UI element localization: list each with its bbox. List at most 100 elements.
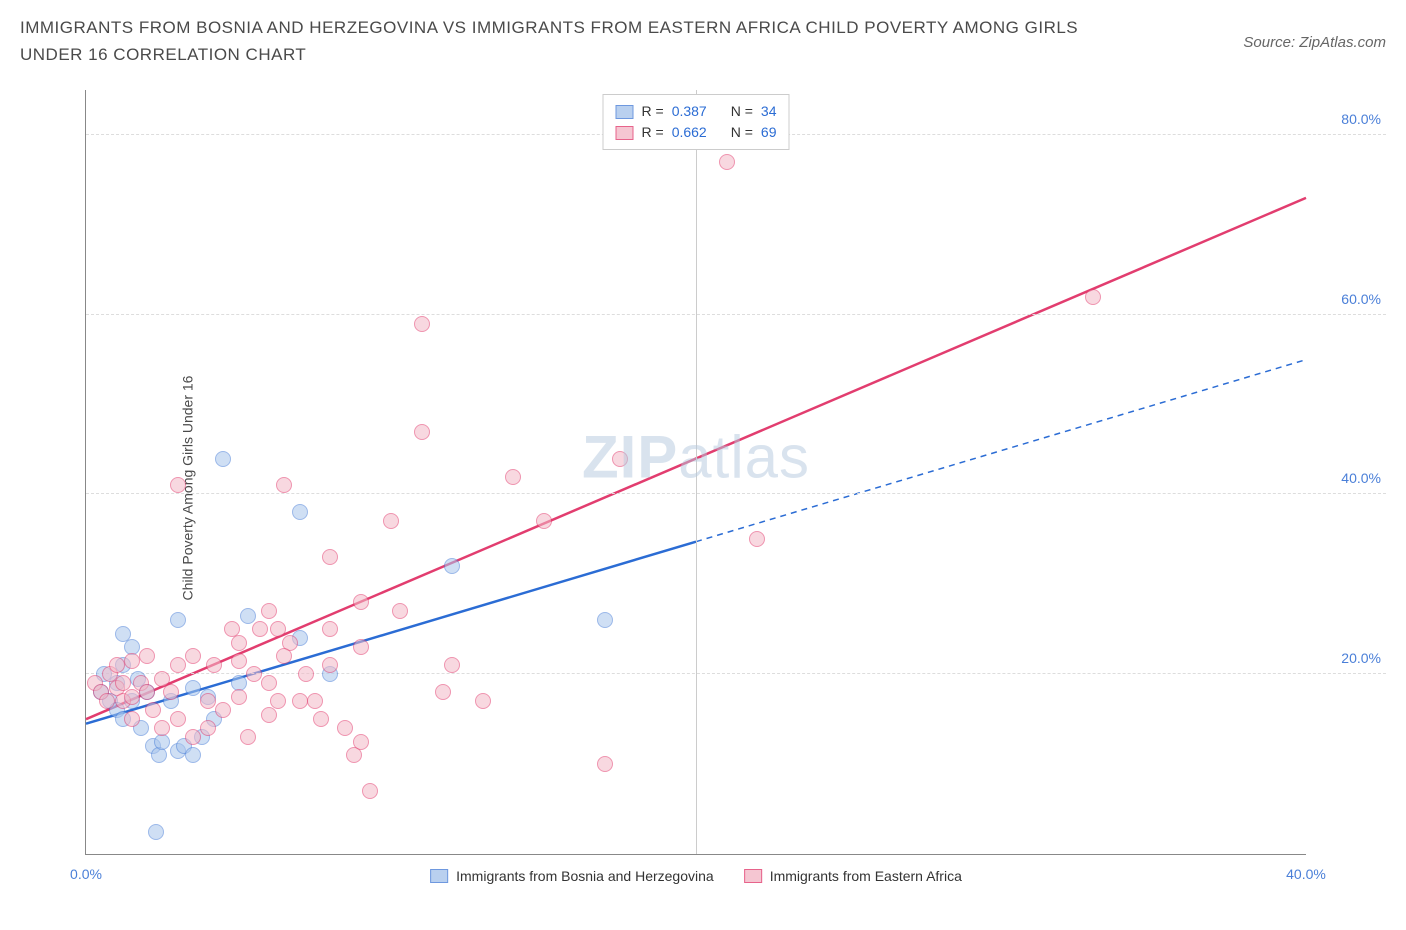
scatter-point — [322, 657, 338, 673]
scatter-point — [185, 680, 201, 696]
scatter-point — [362, 783, 378, 799]
series-name: Immigrants from Eastern Africa — [770, 868, 962, 884]
scatter-point — [536, 513, 552, 529]
scatter-point — [444, 558, 460, 574]
scatter-point — [246, 666, 262, 682]
scatter-point — [444, 657, 460, 673]
n-value: 69 — [761, 122, 777, 143]
chart-title: IMMIGRANTS FROM BOSNIA AND HERZEGOVINA V… — [20, 14, 1120, 68]
y-tick-label: 60.0% — [1341, 291, 1381, 307]
scatter-point — [99, 693, 115, 709]
legend-swatch — [744, 869, 762, 883]
scatter-point — [124, 689, 140, 705]
scatter-point — [109, 657, 125, 673]
scatter-point — [276, 648, 292, 664]
scatter-point — [139, 684, 155, 700]
scatter-point — [154, 720, 170, 736]
scatter-point — [240, 608, 256, 624]
correlation-legend: R = 0.387 N = 34 R = 0.662 N = 69 — [603, 94, 790, 150]
scatter-point — [163, 684, 179, 700]
scatter-point — [170, 612, 186, 628]
series-legend: Immigrants from Bosnia and Herzegovina Im… — [430, 868, 962, 884]
scatter-point — [353, 639, 369, 655]
scatter-point — [224, 621, 240, 637]
scatter-point — [231, 653, 247, 669]
scatter-point — [414, 424, 430, 440]
scatter-point — [261, 675, 277, 691]
scatter-point — [115, 626, 131, 642]
legend-item: Immigrants from Bosnia and Herzegovina — [430, 868, 714, 884]
y-tick-label: 80.0% — [1341, 111, 1381, 127]
scatter-point — [170, 657, 186, 673]
scatter-point — [240, 729, 256, 745]
scatter-point — [206, 657, 222, 673]
scatter-point — [383, 513, 399, 529]
scatter-point — [139, 648, 155, 664]
scatter-point — [353, 734, 369, 750]
scatter-point — [261, 707, 277, 723]
scatter-point — [313, 711, 329, 727]
n-label: N = — [731, 101, 753, 122]
scatter-point — [200, 720, 216, 736]
gridline-horizontal — [86, 493, 1386, 494]
scatter-point — [597, 756, 613, 772]
scatter-point — [414, 316, 430, 332]
n-value: 34 — [761, 101, 777, 122]
scatter-point — [231, 689, 247, 705]
legend-row: R = 0.387 N = 34 — [616, 101, 777, 122]
scatter-point — [145, 702, 161, 718]
scatter-point — [1085, 289, 1101, 305]
scatter-point — [505, 469, 521, 485]
scatter-point — [322, 549, 338, 565]
scatter-point — [185, 729, 201, 745]
legend-swatch — [616, 105, 634, 119]
scatter-point — [170, 711, 186, 727]
y-tick-label: 20.0% — [1341, 650, 1381, 666]
r-value: 0.387 — [672, 101, 707, 122]
gridline-horizontal — [86, 673, 1386, 674]
scatter-point — [270, 621, 286, 637]
scatter-point — [185, 648, 201, 664]
scatter-point — [435, 684, 451, 700]
scatter-point — [276, 477, 292, 493]
scatter-point — [148, 824, 164, 840]
legend-swatch — [430, 869, 448, 883]
scatter-point — [215, 702, 231, 718]
r-label: R = — [642, 101, 664, 122]
scatter-plot: ZIPatlas R =0.387N =34R =0.662N =69 Immi… — [85, 90, 1306, 855]
legend-swatch — [616, 126, 634, 140]
scatter-point — [292, 693, 308, 709]
n-label: N = — [731, 122, 753, 143]
scatter-point — [392, 603, 408, 619]
chart-container: Child Poverty Among Girls Under 16 ZIPat… — [55, 90, 1386, 885]
scatter-point — [252, 621, 268, 637]
scatter-point — [749, 531, 765, 547]
scatter-point — [261, 603, 277, 619]
legend-item: Immigrants from Eastern Africa — [744, 868, 962, 884]
source-attribution: Source: ZipAtlas.com — [1243, 34, 1386, 51]
series-name: Immigrants from Bosnia and Herzegovina — [456, 868, 714, 884]
legend-row: R = 0.662 N = 69 — [616, 122, 777, 143]
scatter-point — [719, 154, 735, 170]
x-tick-label: 0.0% — [70, 866, 102, 882]
scatter-point — [170, 477, 186, 493]
r-label: R = — [642, 122, 664, 143]
r-value: 0.662 — [672, 122, 707, 143]
gridline-horizontal — [86, 314, 1386, 315]
x-tick-label: 40.0% — [1286, 866, 1326, 882]
scatter-point — [185, 747, 201, 763]
scatter-point — [353, 594, 369, 610]
scatter-point — [151, 747, 167, 763]
gridline-vertical — [696, 90, 697, 854]
scatter-point — [200, 693, 216, 709]
scatter-point — [597, 612, 613, 628]
y-tick-label: 40.0% — [1341, 470, 1381, 486]
scatter-point — [612, 451, 628, 467]
scatter-point — [307, 693, 323, 709]
scatter-point — [270, 693, 286, 709]
scatter-point — [475, 693, 491, 709]
scatter-point — [124, 653, 140, 669]
scatter-point — [215, 451, 231, 467]
scatter-point — [124, 711, 140, 727]
scatter-point — [298, 666, 314, 682]
